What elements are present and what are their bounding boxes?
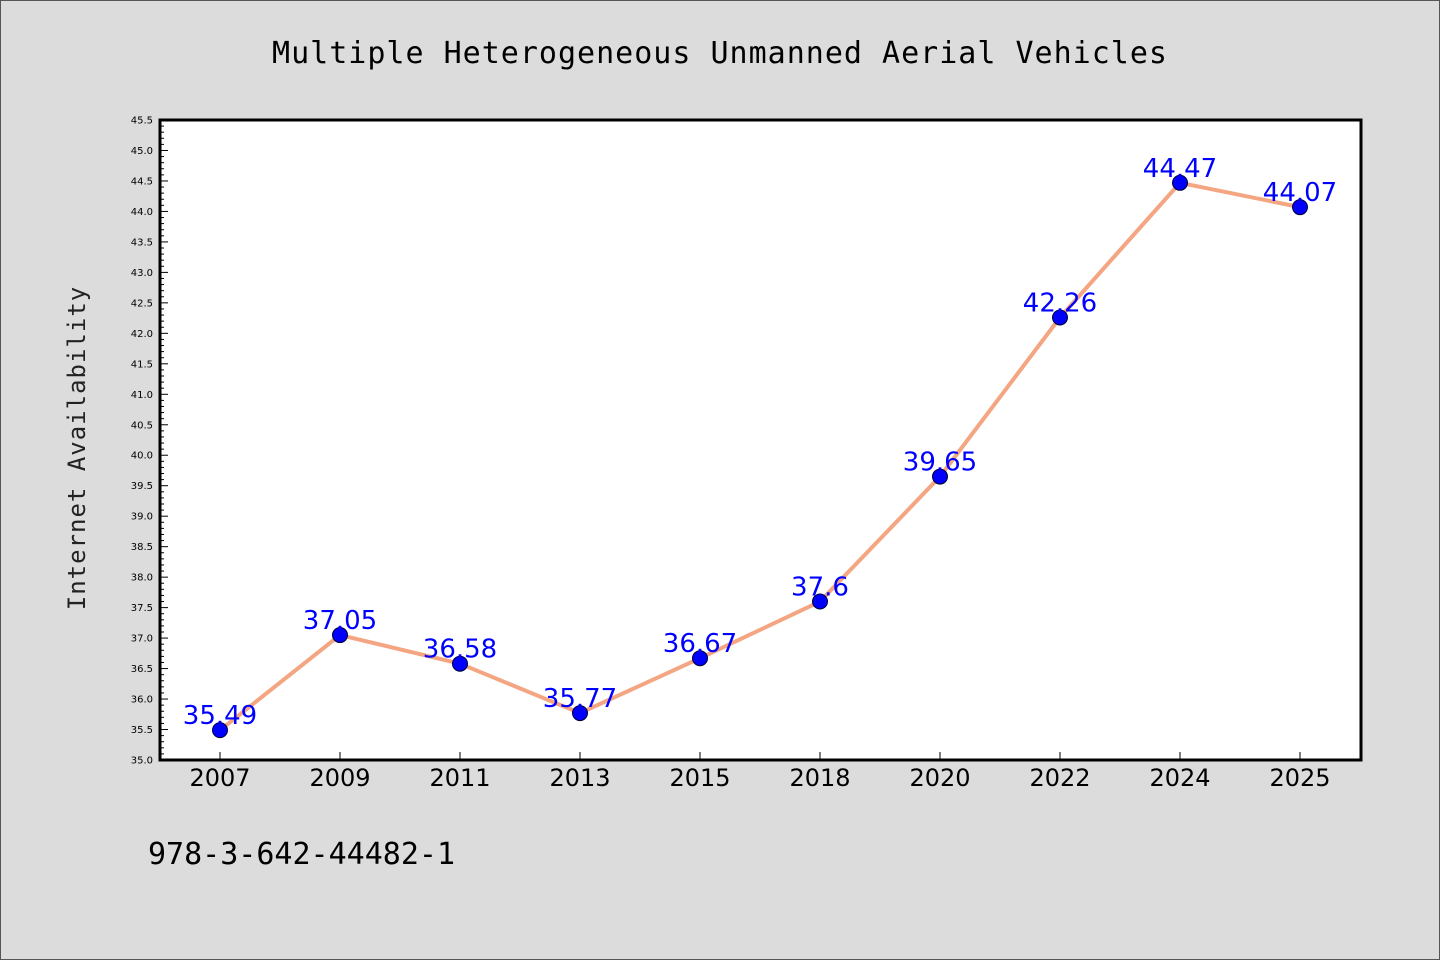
data-label: 37.6	[791, 573, 849, 603]
y-tick-label: 39.0	[131, 512, 153, 523]
data-point-marker	[572, 705, 588, 722]
y-axis-ticks: 35.0 35.5 36.0 36.5 37.0 37.5 38.0 38.5 39.0 39.5…	[131, 116, 168, 767]
data-label: 39.65	[903, 448, 977, 478]
y-tick-label: 45.0	[131, 146, 153, 157]
y-tick-label: 45.5	[131, 116, 153, 127]
data-point-marker	[1172, 174, 1188, 191]
data-label: 35.49	[183, 701, 257, 731]
data-label: 36.67	[663, 629, 737, 659]
data-labels-group: 35.49 37.05 36.58 35.77 36.67 37.6 39.65 42.26 4…	[183, 154, 1337, 731]
x-tick-label: 2025	[1269, 764, 1330, 792]
y-axis-label: Internet Availability	[63, 286, 91, 610]
y-tick-label: 44.0	[131, 207, 153, 218]
y-tick-label: 42.5	[131, 298, 153, 309]
data-label: 44.07	[1263, 178, 1337, 208]
data-point-marker	[1292, 199, 1308, 216]
y-tick-label: 36.0	[131, 695, 153, 706]
data-point-marker	[812, 593, 828, 610]
data-point-marker	[332, 627, 348, 644]
y-tick-label: 40.5	[131, 420, 153, 431]
x-tick-label: 2018	[789, 764, 850, 792]
data-label: 35.77	[543, 684, 617, 714]
y-tick-label: 38.5	[131, 542, 153, 553]
data-label: 36.58	[423, 635, 497, 665]
y-tick-label: 43.5	[131, 237, 153, 248]
x-tick-label: 2011	[429, 764, 490, 792]
y-tick-label: 39.5	[131, 481, 153, 492]
x-tick-label: 2024	[1149, 764, 1210, 792]
data-point-marker	[692, 650, 708, 667]
y-tick-label: 37.5	[131, 603, 153, 614]
plot-border	[158, 118, 1363, 762]
y-tick-label: 41.0	[131, 390, 153, 401]
data-point-marker	[212, 722, 228, 739]
y-tick-label: 40.0	[131, 451, 153, 462]
y-tick-label: 38.0	[131, 573, 153, 584]
y-tick-label: 35.0	[131, 756, 153, 767]
data-label: 37.05	[303, 606, 377, 636]
series-line	[218, 180, 1302, 733]
series-line-group	[212, 174, 1308, 739]
y-tick-label: 41.5	[131, 359, 153, 370]
x-tick-label: 2007	[189, 764, 250, 792]
y-tick-label: 44.5	[131, 176, 153, 187]
y-tick-label: 42.0	[131, 329, 153, 340]
isbn-label: 978-3-642-44482-1	[148, 837, 455, 872]
data-label: 42.26	[1023, 288, 1097, 318]
x-tick-label: 2015	[669, 764, 730, 792]
y-tick-label: 35.5	[131, 725, 153, 736]
y-tick-label: 36.5	[131, 664, 153, 675]
plot-area	[160, 120, 1361, 760]
x-tick-label: 2013	[549, 764, 610, 792]
chart-title: Multiple Heterogeneous Unmanned Aerial V…	[272, 36, 1168, 71]
data-point-marker	[932, 468, 948, 485]
y-tick-label: 43.0	[131, 268, 153, 279]
data-label: 44.47	[1143, 154, 1217, 184]
x-tick-label: 2009	[309, 764, 370, 792]
y-tick-label: 37.0	[131, 634, 153, 645]
x-tick-label: 2022	[1029, 764, 1090, 792]
x-tick-label: 2020	[909, 764, 970, 792]
data-point-marker	[452, 655, 468, 672]
data-point-marker	[1052, 309, 1068, 326]
